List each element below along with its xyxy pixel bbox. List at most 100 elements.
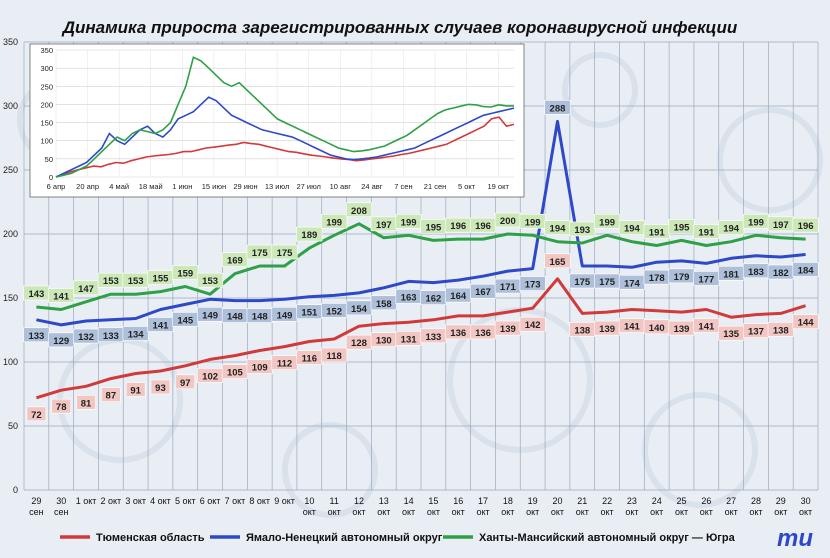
- logo-mark: mu: [777, 525, 813, 552]
- data-label-hmao: 189: [301, 230, 317, 241]
- x-tick-label: окт: [799, 507, 812, 517]
- data-label-hmao: 191: [698, 228, 715, 239]
- x-tick-label: 24: [652, 496, 662, 506]
- data-label-tyumen: 109: [252, 362, 268, 373]
- data-label-hmao: 155: [153, 274, 170, 285]
- x-tick-label: окт: [526, 507, 539, 517]
- data-label-yamal: 179: [674, 272, 690, 283]
- inset-x-tick-label: 27 июл: [296, 182, 320, 191]
- data-label-hmao: 153: [128, 276, 144, 287]
- x-tick-label: окт: [625, 507, 638, 517]
- y-tick-label: 150: [3, 293, 18, 303]
- data-label-hmao: 191: [649, 228, 666, 239]
- inset-x-tick-label: 1 июн: [172, 182, 192, 191]
- data-label-yamal: 149: [277, 310, 293, 321]
- data-label-yamal: 154: [351, 304, 368, 315]
- data-label-hmao: 143: [28, 289, 44, 300]
- data-label-tyumen: 78: [56, 402, 67, 413]
- data-label-tyumen: 141: [698, 322, 715, 333]
- data-label-bg-tyumen: [321, 347, 348, 363]
- data-label-yamal: 182: [773, 268, 789, 279]
- data-label-bg-hmao: [72, 280, 100, 296]
- data-label-tyumen: 130: [376, 336, 392, 347]
- x-tick-label: 25: [677, 496, 687, 506]
- x-tick-label: 9 окт: [274, 496, 295, 506]
- x-tick-label: 21: [577, 496, 587, 506]
- y-tick-label: 300: [3, 101, 18, 111]
- data-label-hmao: 199: [748, 217, 764, 228]
- data-label-yamal: 175: [574, 277, 591, 288]
- virus-decoration: [562, 52, 638, 128]
- series-line-yamal: [36, 119, 806, 327]
- data-label-bg-yamal: [122, 326, 149, 341]
- x-tick-label: 5 окт: [175, 496, 196, 506]
- inset-x-tick-label: 18 май: [139, 182, 163, 191]
- data-label-yamal: 174: [624, 278, 641, 289]
- x-tick-label: 29: [31, 496, 41, 506]
- data-label-bg-tyumen: [544, 253, 571, 269]
- x-tick-label: 7 окт: [225, 496, 246, 506]
- x-tick-label: сен: [29, 507, 44, 517]
- data-label-tyumen: 133: [425, 332, 441, 343]
- data-label-bg-tyumen: [767, 322, 794, 337]
- data-label-bg-tyumen: [150, 379, 171, 395]
- legend-label-tyumen: Тюменская область: [96, 532, 205, 544]
- inset-x-tick-label: 4 май: [109, 182, 129, 191]
- x-tick-label: окт: [725, 507, 738, 517]
- data-label-tyumen: 139: [500, 324, 516, 335]
- data-label-hmao: 197: [773, 220, 789, 231]
- inset-x-tick-label: 21 сен: [424, 182, 447, 191]
- data-label-tyumen: 93: [155, 383, 166, 394]
- x-tick-label: окт: [501, 507, 514, 517]
- x-tick-label: 3 окт: [125, 496, 146, 506]
- inset-y-tick-label: 350: [40, 46, 53, 55]
- data-label-hmao: 199: [401, 217, 417, 228]
- data-label-yamal: 129: [53, 336, 69, 347]
- virus-decoration: [642, 392, 758, 508]
- data-label-tyumen: 139: [674, 324, 690, 335]
- data-label-hmao: 197: [376, 220, 392, 231]
- data-label-tyumen: 105: [227, 368, 244, 379]
- data-label-hmao: 169: [227, 256, 243, 267]
- data-label-yamal: 148: [252, 312, 268, 323]
- data-label-yamal: 141: [153, 321, 170, 332]
- inset-x-tick-label: 20 апр: [76, 182, 99, 191]
- inset-y-tick-label: 150: [40, 119, 53, 128]
- data-label-yamal: 181: [723, 269, 740, 280]
- inset-y-tick-label: 300: [40, 64, 53, 73]
- data-label-tyumen: 135: [723, 329, 740, 340]
- data-label-tyumen: 138: [773, 325, 789, 336]
- y-tick-label: 100: [3, 357, 18, 367]
- data-label-bg-tyumen: [693, 318, 720, 333]
- data-label-hmao: 194: [550, 224, 567, 235]
- data-label-hmao: 153: [103, 276, 119, 287]
- data-label-yamal: 148: [227, 312, 243, 323]
- chart-title: Динамика прироста зарегистрированных слу…: [61, 18, 738, 37]
- data-label-bg-tyumen: [519, 316, 546, 332]
- data-label-hmao: 194: [624, 224, 641, 235]
- data-label-yamal: 173: [525, 280, 541, 291]
- y-tick-label: 250: [3, 165, 18, 175]
- x-tick-label: 4 окт: [150, 496, 171, 506]
- data-label-tyumen: 118: [326, 351, 341, 362]
- legend-label-yamal: Ямало-Ненецкий автономный округ: [246, 532, 443, 544]
- data-label-tyumen: 142: [525, 320, 541, 331]
- data-label-tyumen: 137: [748, 327, 764, 338]
- x-tick-label: 14: [404, 496, 414, 506]
- data-label-bg-hmao: [296, 226, 323, 242]
- inset-x-tick-label: 10 авг: [330, 182, 352, 191]
- data-label-tyumen: 87: [106, 391, 117, 402]
- data-label-tyumen: 91: [130, 386, 141, 397]
- data-label-tyumen: 131: [401, 334, 418, 345]
- x-tick-label: окт: [601, 507, 614, 517]
- x-tick-label: 30: [56, 496, 66, 506]
- data-label-bg-tyumen: [792, 314, 819, 329]
- data-label-bg-hmao: [569, 221, 596, 237]
- data-label-bg-yamal: [792, 262, 819, 277]
- data-label-yamal: 167: [475, 287, 491, 298]
- data-label-bg-hmao: [345, 202, 373, 218]
- x-tick-label: окт: [650, 507, 663, 517]
- data-label-hmao: 159: [177, 268, 193, 279]
- data-label-yamal: 163: [401, 292, 417, 303]
